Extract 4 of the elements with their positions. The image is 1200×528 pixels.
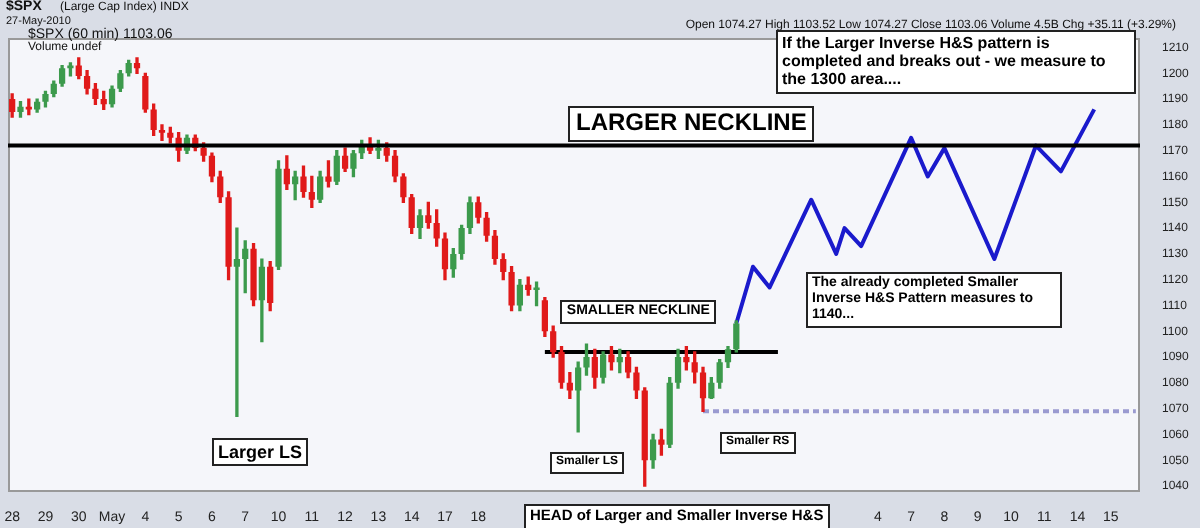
ref-line-label: LARGER NECKLINE bbox=[568, 105, 815, 142]
annotation: If the Larger Inverse H&S pattern is completed and breaks out - we measure to the 1300 area.... bbox=[776, 30, 1136, 94]
annotation: Larger LS bbox=[212, 438, 309, 467]
candlestick bbox=[233, 227, 241, 418]
